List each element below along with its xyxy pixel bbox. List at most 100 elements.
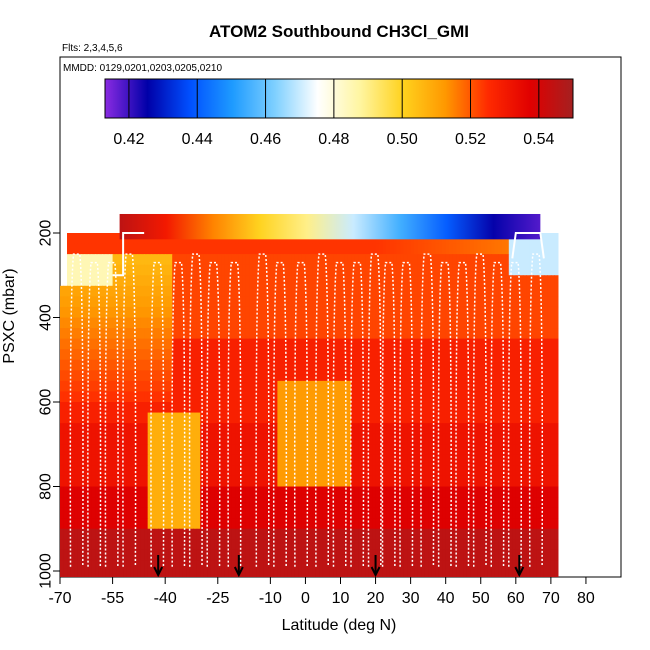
heatmap-cell: [435, 539, 440, 551]
heatmap-cell: [407, 518, 412, 530]
heatmap-cell: [550, 296, 555, 308]
heatmap-cell: [480, 497, 485, 509]
heatmap-cell: [498, 433, 503, 445]
heatmap-cell: [424, 254, 429, 266]
heatmap-cell: [77, 507, 82, 519]
heatmap-cell: [365, 264, 370, 276]
heatmap-cell: [245, 518, 250, 530]
heatmap-cell: [403, 454, 408, 466]
heatmap-cell: [389, 518, 394, 530]
heatmap-cell: [266, 560, 271, 572]
heatmap-cell: [112, 412, 117, 424]
heatmap-cell: [116, 560, 121, 572]
heatmap-cell: [151, 412, 156, 424]
heatmap-cell: [319, 571, 324, 577]
heatmap-cell: [501, 571, 506, 577]
heatmap-cell: [70, 423, 75, 435]
heatmap-cell: [336, 328, 342, 340]
heatmap-cell: [74, 296, 79, 308]
heatmap-cell: [466, 549, 471, 562]
heatmap-cell: [301, 338, 307, 350]
heatmap-cell: [393, 402, 398, 414]
heatmap-cell: [533, 338, 538, 350]
heatmap-cell: [463, 549, 468, 562]
heatmap-cell: [70, 465, 75, 477]
heatmap-cell: [368, 285, 373, 297]
colorbar-tick-label: 0.54: [523, 131, 554, 148]
heatmap-cell: [543, 497, 548, 509]
heatmap-cell: [224, 560, 229, 572]
heatmap-cell: [154, 296, 159, 308]
heatmap-cell: [137, 391, 142, 403]
heatmap-cell: [329, 549, 335, 562]
heatmap-cell: [280, 433, 285, 445]
heatmap-cell: [95, 423, 100, 435]
heatmap-cell: [365, 370, 370, 382]
heatmap-cell: [63, 560, 68, 572]
heatmap-cell: [519, 465, 524, 477]
heatmap-cell: [158, 444, 163, 456]
heatmap-cell: [249, 518, 254, 530]
heatmap-cell: [168, 306, 173, 319]
heatmap-cell: [403, 338, 408, 350]
heatmap-cell: [512, 528, 517, 540]
heatmap-cell: [203, 497, 208, 509]
heatmap-cell: [119, 254, 124, 266]
heatmap-cell: [140, 328, 145, 340]
heatmap-cell: [515, 380, 520, 393]
heatmap-cell: [319, 507, 324, 519]
heatmap-cell: [312, 486, 317, 498]
heatmap-cell: [242, 264, 247, 276]
heatmap-cell: [63, 571, 68, 577]
heatmap-cell: [340, 306, 345, 319]
heatmap-cell: [112, 465, 117, 477]
heatmap-cell: [365, 306, 370, 319]
heatmap-cell: [112, 507, 117, 519]
heatmap-cell: [252, 412, 257, 424]
heatmap-cell: [368, 549, 373, 562]
heatmap-cell: [477, 497, 482, 509]
heatmap-cell: [245, 264, 250, 276]
heatmap-cell: [428, 243, 433, 255]
heatmap-cell: [445, 306, 450, 319]
heatmap-cell: [431, 359, 436, 371]
heatmap-cell: [231, 507, 236, 519]
heatmap-cell: [252, 264, 257, 276]
heatmap-cell: [550, 507, 555, 519]
heatmap-cell: [165, 338, 170, 350]
heatmap-cell: [333, 423, 338, 435]
heatmap-cell: [445, 518, 450, 530]
heatmap-cell: [88, 233, 93, 245]
heatmap-cell: [421, 486, 426, 498]
heatmap-cell: [487, 338, 492, 350]
heatmap-cell: [403, 285, 408, 297]
heatmap-cell: [109, 528, 114, 540]
heatmap-cell: [403, 317, 408, 329]
heatmap-cell: [231, 359, 236, 371]
heatmap-cell: [263, 380, 268, 393]
heatmap-cell: [417, 486, 422, 498]
heatmap-cell: [375, 549, 380, 562]
heatmap-cell: [477, 359, 482, 371]
heatmap-cell: [315, 370, 321, 382]
heatmap-cell: [396, 518, 401, 530]
heatmap-cell: [284, 243, 289, 255]
heatmap-cell: [421, 338, 426, 350]
heatmap-cell: [172, 571, 177, 577]
heatmap-cell: [407, 243, 412, 255]
heatmap-cell: [477, 264, 482, 276]
heatmap-cell: [259, 528, 264, 540]
heatmap-cell: [319, 528, 324, 540]
heatmap-cell: [322, 549, 328, 562]
heatmap-cell: [336, 254, 342, 266]
heatmap-cell: [172, 380, 177, 393]
heatmap-cell: [287, 349, 293, 361]
heatmap-cell: [347, 275, 352, 287]
heatmap-cell: [536, 423, 541, 435]
heatmap-cell: [550, 338, 555, 350]
heatmap-cell: [431, 465, 436, 477]
heatmap-cell: [428, 444, 433, 456]
heatmap-cell: [484, 528, 489, 540]
heatmap-cell: [77, 349, 82, 361]
heatmap-cell: [400, 349, 405, 361]
